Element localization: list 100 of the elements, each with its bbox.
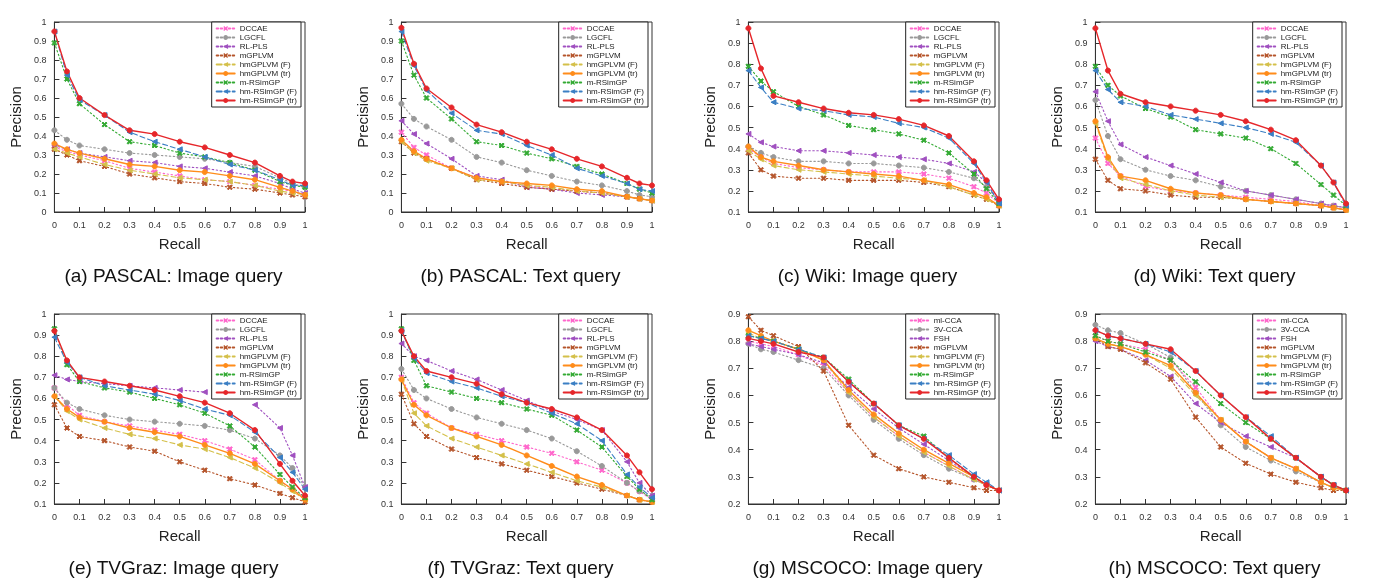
x-tick-label: 0.2 (1139, 219, 1152, 230)
y-axis-title: Precision (354, 378, 371, 440)
y-tick-label: 0.7 (380, 74, 394, 84)
legend-label: FSH (933, 334, 950, 343)
x-tick-label: 0.2 (445, 219, 458, 230)
legend-label: hm-RSimGP (tr) (586, 96, 645, 105)
legend-label: hmGPLVM (tr) (933, 69, 985, 78)
x-tick-label: 0.7 (570, 219, 584, 230)
legend-label: ml-CCA (933, 316, 963, 325)
y-tick-label: 0.7 (727, 80, 741, 91)
legend-label: hm-RSimGP (tr) (239, 388, 298, 397)
x-tick-label: 1 (996, 219, 1002, 230)
y-tick-label: 0.4 (380, 131, 394, 141)
legend-label: LGCFL (586, 325, 614, 334)
legend-label: m-RSimGP (933, 78, 975, 87)
x-tick-label: 0 (51, 511, 57, 522)
y-tick-label: 0.8 (727, 336, 741, 347)
legend-label: RL-PLS (239, 42, 268, 51)
x-tick-label: 0.7 (1264, 511, 1278, 522)
x-axis-title: Recall (505, 527, 548, 544)
y-tick-label: 0.5 (727, 417, 741, 428)
x-tick-label: 0.5 (867, 511, 880, 522)
legend-label: DCCAE (586, 24, 615, 33)
legend-label: m-RSimGP (239, 370, 281, 379)
x-tick-label: 0.5 (173, 219, 186, 230)
x-tick-label: 0.2 (98, 219, 111, 230)
legend-label: RL-PLS (933, 42, 962, 51)
text: (f) TVGraz: Text query (427, 557, 615, 578)
x-axis-title: Recall (1199, 527, 1242, 544)
y-tick-label: 0.5 (380, 414, 394, 425)
y-tick-label: 1 (41, 309, 47, 319)
legend-label: 3V-CCA (1280, 325, 1311, 334)
y-tick-label: 0.8 (1074, 336, 1088, 347)
x-tick-label: 0.6 (545, 219, 559, 230)
y-tick-label: 0.8 (727, 59, 741, 70)
legend-label: hm-RSimGP (tr) (1280, 388, 1339, 397)
x-tick-label: 0.8 (1289, 511, 1303, 522)
y-tick-label: 0.3 (33, 150, 47, 160)
x-tick-label: 1 (649, 219, 655, 230)
x-tick-label: 0.9 (1314, 511, 1328, 522)
legend-label: m-RSimGP (239, 78, 281, 87)
legend-label: hmGPLVM (F) (933, 60, 985, 69)
legend-label: hmGPLVM (F) (933, 352, 985, 361)
legend-label: hmGPLVM (F) (239, 60, 291, 69)
legend-label: DCCAE (933, 24, 962, 33)
text: (d) Wiki: Text query (1133, 265, 1297, 286)
legend-label: m-RSimGP (586, 370, 628, 379)
x-tick-label: 0.3 (1164, 511, 1177, 522)
x-tick-label: 0.7 (223, 219, 237, 230)
x-tick-label: 0.8 (942, 219, 956, 230)
y-tick-label: 0.1 (727, 207, 741, 217)
text: (c) Wiki: Image query (777, 265, 958, 286)
x-tick-label: 1 (1343, 219, 1349, 230)
y-axis-title: Precision (701, 86, 718, 148)
x-tick-label: 0.5 (1214, 219, 1227, 230)
legend-label: 3V-CCA (933, 325, 964, 334)
y-tick-label: 0.6 (33, 393, 47, 404)
legend-label: hmGPLVM (F) (1280, 60, 1332, 69)
x-tick-label: 0.2 (445, 511, 458, 522)
legend-label: FSH (1280, 334, 1297, 343)
x-tick-label: 0 (1092, 511, 1098, 522)
x-tick-label: 0.9 (967, 511, 981, 522)
x-tick-label: 0.3 (123, 219, 136, 230)
x-tick-label: 0.1 (767, 511, 780, 522)
y-tick-label: 0.4 (380, 435, 394, 446)
x-tick-label: 0.9 (620, 219, 634, 230)
y-tick-label: 0.2 (727, 185, 741, 196)
y-tick-label: 0.5 (33, 112, 47, 122)
x-tick-label: 0.3 (470, 511, 483, 522)
x-tick-label: 0.5 (520, 219, 533, 230)
y-tick-label: 0.9 (1074, 309, 1088, 319)
x-axis-title: Recall (158, 527, 201, 544)
x-tick-label: 0.9 (967, 219, 981, 230)
y-tick-label: 0.6 (1074, 390, 1088, 401)
y-tick-label: 0.5 (1074, 122, 1088, 133)
y-tick-label: 0.2 (380, 169, 394, 179)
legend-label: hm-RSimGP (tr) (933, 96, 992, 105)
y-axis-title: Precision (1048, 378, 1065, 440)
y-tick-label: 0.6 (1074, 101, 1088, 112)
x-tick-label: 0.6 (892, 219, 906, 230)
y-tick-label: 0.9 (1074, 38, 1088, 49)
y-tick-label: 0.5 (380, 112, 394, 122)
legend-label: mGPLVM (933, 343, 969, 352)
y-axis-title: Precision (7, 378, 24, 440)
legend-label: hmGPLVM (tr) (239, 69, 291, 78)
x-axis-title: Recall (158, 235, 201, 252)
x-tick-label: 0.4 (1189, 511, 1202, 522)
x-tick-label: 0.3 (1164, 219, 1177, 230)
x-tick-label: 0.1 (420, 219, 433, 230)
y-tick-label: 0.8 (33, 55, 47, 65)
x-tick-label: 0 (745, 219, 751, 230)
x-tick-label: 0.5 (520, 511, 533, 522)
y-tick-label: 0.3 (1074, 471, 1088, 482)
legend-label: hmGPLVM (tr) (239, 361, 291, 370)
y-tick-label: 0.4 (33, 131, 47, 141)
y-tick-label: 0.5 (727, 122, 741, 133)
x-tick-label: 0.4 (148, 219, 161, 230)
y-tick-label: 0.4 (727, 444, 741, 455)
x-tick-label: 0.6 (198, 219, 212, 230)
x-tick-label: 0.6 (892, 511, 906, 522)
